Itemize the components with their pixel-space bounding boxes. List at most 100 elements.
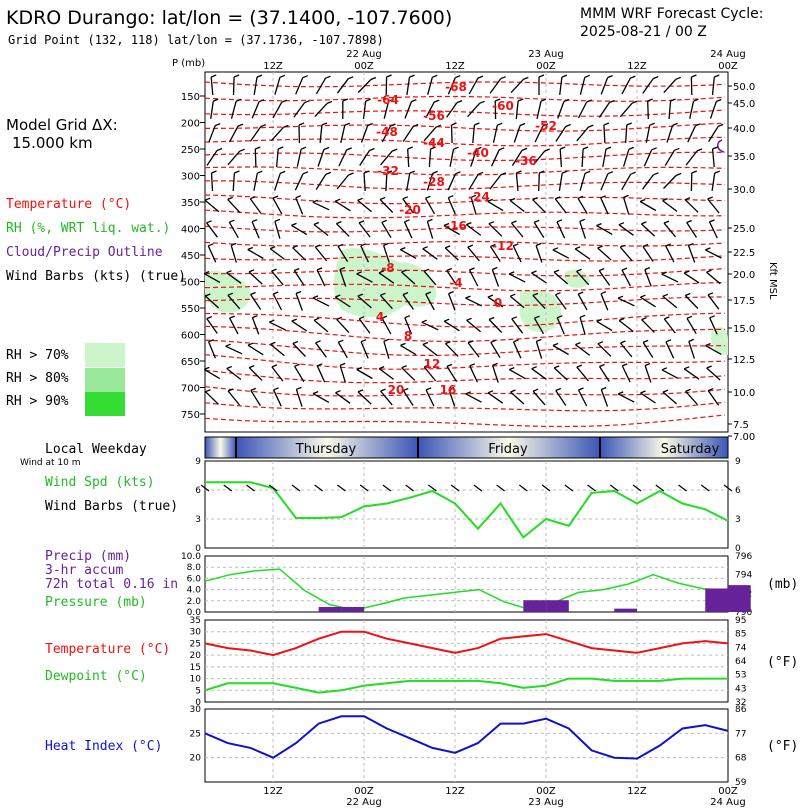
wind-barb-flag <box>325 171 332 176</box>
wind-barb-flag <box>427 218 433 223</box>
day-segment <box>205 437 236 458</box>
wind-barb <box>576 366 589 382</box>
panel-left-tick: 20 <box>190 754 202 764</box>
wind-barb-flag <box>446 267 453 272</box>
wind-barb-flag <box>542 123 549 127</box>
wind-barb <box>531 272 547 284</box>
wind-barb-flag <box>487 390 494 394</box>
wind-barb <box>515 172 519 192</box>
wind-barb <box>295 77 304 95</box>
top-time-label: 12Z <box>263 61 283 72</box>
wind-barb-flag <box>536 338 542 343</box>
wind-barb-flag <box>204 197 211 201</box>
surface-wind-barb <box>655 484 665 492</box>
wind-barb <box>337 246 349 262</box>
surface-wind-barb <box>564 484 574 492</box>
wind-barb-flag <box>359 316 365 320</box>
wind-barb-flag <box>688 338 695 343</box>
wind-barb <box>210 101 214 119</box>
wind-barb-flag <box>256 74 263 78</box>
pressure-tick-label: 300 <box>181 172 200 183</box>
wind-barb <box>232 172 236 192</box>
isotherm-label: 0 <box>494 296 502 310</box>
surface-wind-barb <box>723 484 733 492</box>
wind-barb-flag <box>344 122 351 126</box>
wind-barb-flag <box>685 292 691 297</box>
wind-barb-flag <box>271 268 277 272</box>
wind-barb <box>312 201 330 211</box>
wind-barb <box>293 270 305 286</box>
wind-barb-flag <box>425 195 431 199</box>
wind-barb-flag <box>626 122 633 126</box>
wind-barb <box>229 125 239 143</box>
wind-barb <box>421 321 439 331</box>
wind-barb-flag <box>356 271 362 275</box>
wind-barb-flag <box>402 196 409 200</box>
wind-barb-flag <box>706 365 712 369</box>
isotherm-label: -12 <box>492 239 514 253</box>
wind-barb-flag <box>205 389 211 393</box>
wind-barb <box>272 293 283 311</box>
pressure-tick-label: 550 <box>181 304 200 315</box>
wind-barb-flag <box>623 194 629 199</box>
wind-barb <box>661 369 679 379</box>
wind-barb-flag <box>208 243 214 247</box>
wind-barb-flag <box>213 98 219 102</box>
wind-barb <box>340 125 346 143</box>
isotherm-label: -8 <box>381 261 394 275</box>
panel-right-tick: 86 <box>735 705 747 715</box>
wind-barb <box>617 393 635 403</box>
wind-barb-flag <box>454 75 461 79</box>
wind-barb-flag <box>316 267 323 271</box>
wind-barb-flag <box>421 319 428 323</box>
wind-barb <box>446 366 458 382</box>
wind-barb-flag <box>383 338 390 342</box>
wind-barb-flag <box>279 74 286 78</box>
wind-barb-flag <box>234 170 240 174</box>
kft-axis-title: Kft MSL <box>767 262 778 300</box>
wind-barb <box>443 320 460 332</box>
wind-barb <box>621 269 631 287</box>
wind-barb-flag <box>492 362 498 367</box>
panel-frame <box>204 708 729 783</box>
wind-barb <box>644 269 652 287</box>
wind-barb <box>491 269 500 287</box>
wind-barb <box>647 100 649 120</box>
panel-right-tick: 68 <box>735 754 747 764</box>
wind-barb <box>204 295 220 309</box>
wind-barb-flag <box>407 146 413 150</box>
wind-barb <box>228 221 239 239</box>
wind-barb-flag <box>257 170 263 174</box>
wind-barb <box>379 199 394 213</box>
wind-barb <box>598 270 611 286</box>
pressure-line <box>204 568 729 611</box>
pressure-tick-label: 150 <box>181 92 200 103</box>
top-time-label: 12Z <box>445 61 465 72</box>
wind-barb <box>487 200 504 212</box>
wind-barb <box>488 223 503 237</box>
wind-barb <box>705 345 722 355</box>
panel-left-tick: 15 <box>190 663 201 673</box>
wind-barb-flag <box>412 123 419 128</box>
wind-barb-flag <box>214 122 221 127</box>
wind-barb-flag <box>519 122 526 127</box>
top-date-label: 24 Aug <box>710 49 745 60</box>
wind-barb-flag <box>313 317 320 321</box>
wind-barb-flag <box>388 98 394 102</box>
wind-barb <box>251 221 260 239</box>
wind-barb-flag <box>709 315 715 319</box>
wind-barb-flag <box>622 363 628 367</box>
wind-barb-flag <box>425 387 432 391</box>
isotherm-label: -56 <box>423 109 445 123</box>
panel-right-tick: 3 <box>735 515 741 525</box>
wind-barb-flag <box>605 146 612 150</box>
wind-barb-flag <box>662 197 668 202</box>
wind-barb-flag <box>227 292 234 296</box>
wind-barb-flag <box>640 294 646 298</box>
wind-barb <box>250 390 261 406</box>
wind-barb-flag <box>451 122 457 126</box>
wind-barb-flag <box>575 341 581 346</box>
wind-barb-flag <box>237 123 244 127</box>
wind-barb <box>466 224 482 236</box>
kft-tick-label: 20.0 <box>733 270 755 281</box>
